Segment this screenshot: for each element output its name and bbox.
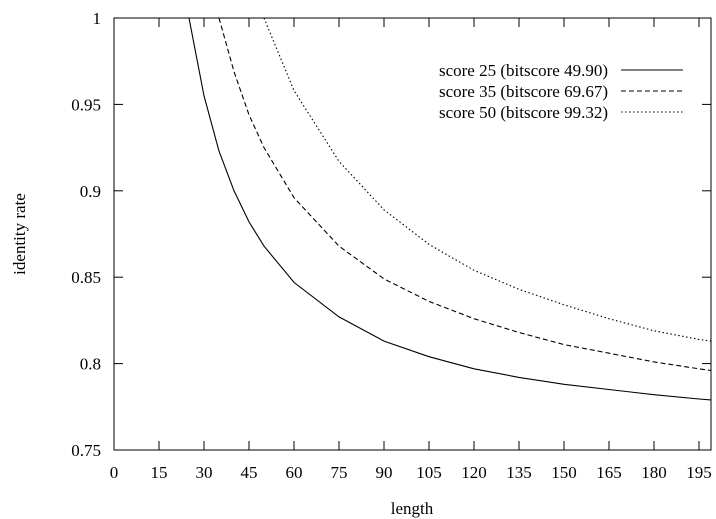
y-axis-label: identity rate [10, 193, 29, 275]
x-tick-label: 180 [641, 463, 667, 482]
series-line-3 [263, 17, 712, 342]
series-line-2 [218, 17, 712, 372]
series-lines [188, 17, 712, 401]
x-tick-label: 150 [551, 463, 577, 482]
legend-label-3: score 50 (bitscore 99.32) [439, 103, 608, 122]
x-tick-label: 75 [331, 463, 348, 482]
x-tick-label: 120 [461, 463, 487, 482]
y-tick-label: 0.75 [71, 441, 101, 460]
x-tick-label: 0 [110, 463, 119, 482]
legend-label-2: score 35 (bitscore 69.67) [439, 82, 608, 101]
x-tick-label: 195 [686, 463, 712, 482]
x-tick-label: 105 [416, 463, 442, 482]
x-tick-label: 135 [506, 463, 532, 482]
y-tick-label: 0.9 [80, 182, 101, 201]
x-tick-label: 45 [241, 463, 258, 482]
x-tick-label: 90 [376, 463, 393, 482]
legend: score 25 (bitscore 49.90) score 35 (bitsc… [439, 61, 683, 122]
plot-frame [113, 17, 712, 451]
y-tick-label: 1 [93, 9, 102, 28]
x-tick-label: 60 [286, 463, 303, 482]
x-tick-label: 30 [196, 463, 213, 482]
series-line-1 [188, 17, 712, 401]
y-tick-label: 0.95 [71, 95, 101, 114]
axis-ticks: 0 15 30 45 60 75 90 105 120 135 150 165 180 195 0.75 0.… [71, 9, 712, 482]
x-tick-label: 165 [596, 463, 622, 482]
x-axis-label: length [391, 499, 434, 518]
x-tick-label: 15 [151, 463, 168, 482]
y-tick-label: 0.8 [80, 355, 101, 374]
y-tick-label: 0.85 [71, 268, 101, 287]
legend-label-1: score 25 (bitscore 49.90) [439, 61, 608, 80]
